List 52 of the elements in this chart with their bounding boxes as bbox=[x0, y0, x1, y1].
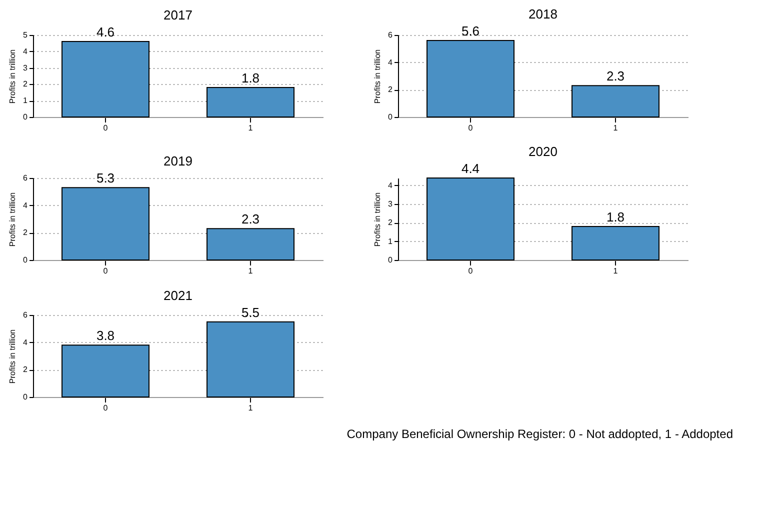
text: Company Beneficial Ownership Register: 0 - Not addopted, 1 - Addopted bbox=[346, 427, 733, 441]
data-label: 4.6 bbox=[96, 24, 115, 40]
x-tick-label: 0 bbox=[103, 124, 108, 132]
data-label: 3.8 bbox=[96, 328, 115, 344]
y-tick-label: 3 bbox=[23, 63, 28, 72]
y-tick-label: 4 bbox=[23, 200, 28, 210]
x-tick-label: 0 bbox=[468, 124, 474, 132]
data-label: 2.3 bbox=[606, 68, 625, 84]
y-tick-label: 2 bbox=[388, 218, 394, 228]
y-tick-label: 2 bbox=[23, 228, 28, 238]
y-tick-label: 5 bbox=[23, 30, 28, 40]
y-tick-label: 3 bbox=[388, 200, 394, 209]
y-tick-label: 6 bbox=[23, 174, 28, 182]
x-tick-label: 1 bbox=[248, 124, 254, 132]
data-label: 5.3 bbox=[96, 170, 115, 186]
data-label: 4.4 bbox=[461, 161, 480, 176]
chart-title: 2018 bbox=[528, 6, 558, 22]
chart-title: 2017 bbox=[164, 8, 192, 23]
y-tick-label: 4 bbox=[23, 338, 28, 347]
data-label: 2.3 bbox=[241, 212, 260, 227]
y-tick-label: 2 bbox=[388, 85, 394, 94]
x-tick-label: 1 bbox=[248, 266, 254, 276]
y-tick-label: 4 bbox=[23, 46, 28, 56]
y-axis-title: Profits in trillion bbox=[8, 49, 18, 104]
y-axis-title: Profits in trillion bbox=[8, 192, 18, 247]
y-tick-label: 0 bbox=[23, 392, 28, 402]
y-tick-label: 0 bbox=[388, 112, 394, 122]
y-axis-title: Profits in trillion bbox=[373, 192, 382, 247]
chart-title: 2021 bbox=[164, 288, 192, 303]
y-tick-label: 6 bbox=[23, 310, 28, 320]
y-tick-label: 1 bbox=[388, 236, 394, 246]
x-tick-label: 1 bbox=[613, 266, 618, 276]
x-tick-label: 0 bbox=[468, 266, 474, 276]
y-tick-label: 2 bbox=[23, 365, 28, 374]
data-label: 1.8 bbox=[241, 70, 260, 86]
data-label: 5.5 bbox=[241, 304, 260, 320]
chart-title: 2019 bbox=[164, 154, 192, 169]
data-label: 1.8 bbox=[606, 209, 625, 224]
data-label: 5.6 bbox=[461, 23, 480, 38]
chart-title: 2020 bbox=[528, 144, 558, 159]
x-tick-label: 0 bbox=[103, 266, 108, 276]
y-tick-label: 1 bbox=[23, 96, 28, 106]
y-tick-label: 4 bbox=[388, 180, 394, 190]
y-tick-label: 2 bbox=[23, 80, 28, 89]
y-tick-label: 6 bbox=[388, 30, 394, 40]
y-axis-title: Profits in trillion bbox=[373, 49, 382, 104]
x-tick-label: 1 bbox=[613, 124, 618, 132]
y-axis-title: Profits in trillion bbox=[8, 329, 18, 384]
y-tick-label: 4 bbox=[388, 58, 394, 67]
y-tick-label: 0 bbox=[23, 112, 28, 122]
y-tick-label: 0 bbox=[23, 256, 28, 264]
y-tick-label: 0 bbox=[388, 256, 394, 264]
